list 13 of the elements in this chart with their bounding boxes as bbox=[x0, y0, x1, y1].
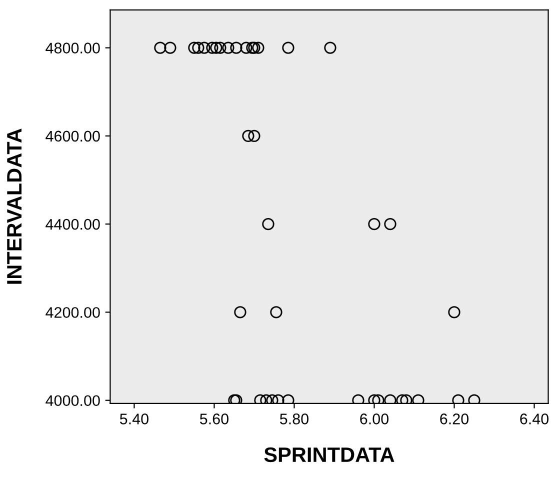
x-axis-title: SPRINTDATA bbox=[264, 447, 394, 462]
y-tick-label: 4400.00 bbox=[46, 218, 100, 230]
x-tick-label: 6.20 bbox=[440, 414, 469, 424]
y-tick-label: 4800.00 bbox=[46, 42, 100, 54]
x-tick-label: 5.40 bbox=[120, 414, 148, 424]
x-tick-label: 6.40 bbox=[520, 414, 549, 424]
y-tick-label: 4200.00 bbox=[46, 307, 100, 318]
x-tick-label: 5.80 bbox=[280, 414, 308, 424]
y-tick-label: 4600.00 bbox=[46, 130, 100, 142]
y-tick-label: 4000.00 bbox=[46, 395, 100, 406]
y-axis-title: INTERVALDATA bbox=[7, 128, 22, 284]
x-tick-label: 6.00 bbox=[360, 414, 388, 424]
x-tick-label: 5.60 bbox=[200, 414, 228, 424]
